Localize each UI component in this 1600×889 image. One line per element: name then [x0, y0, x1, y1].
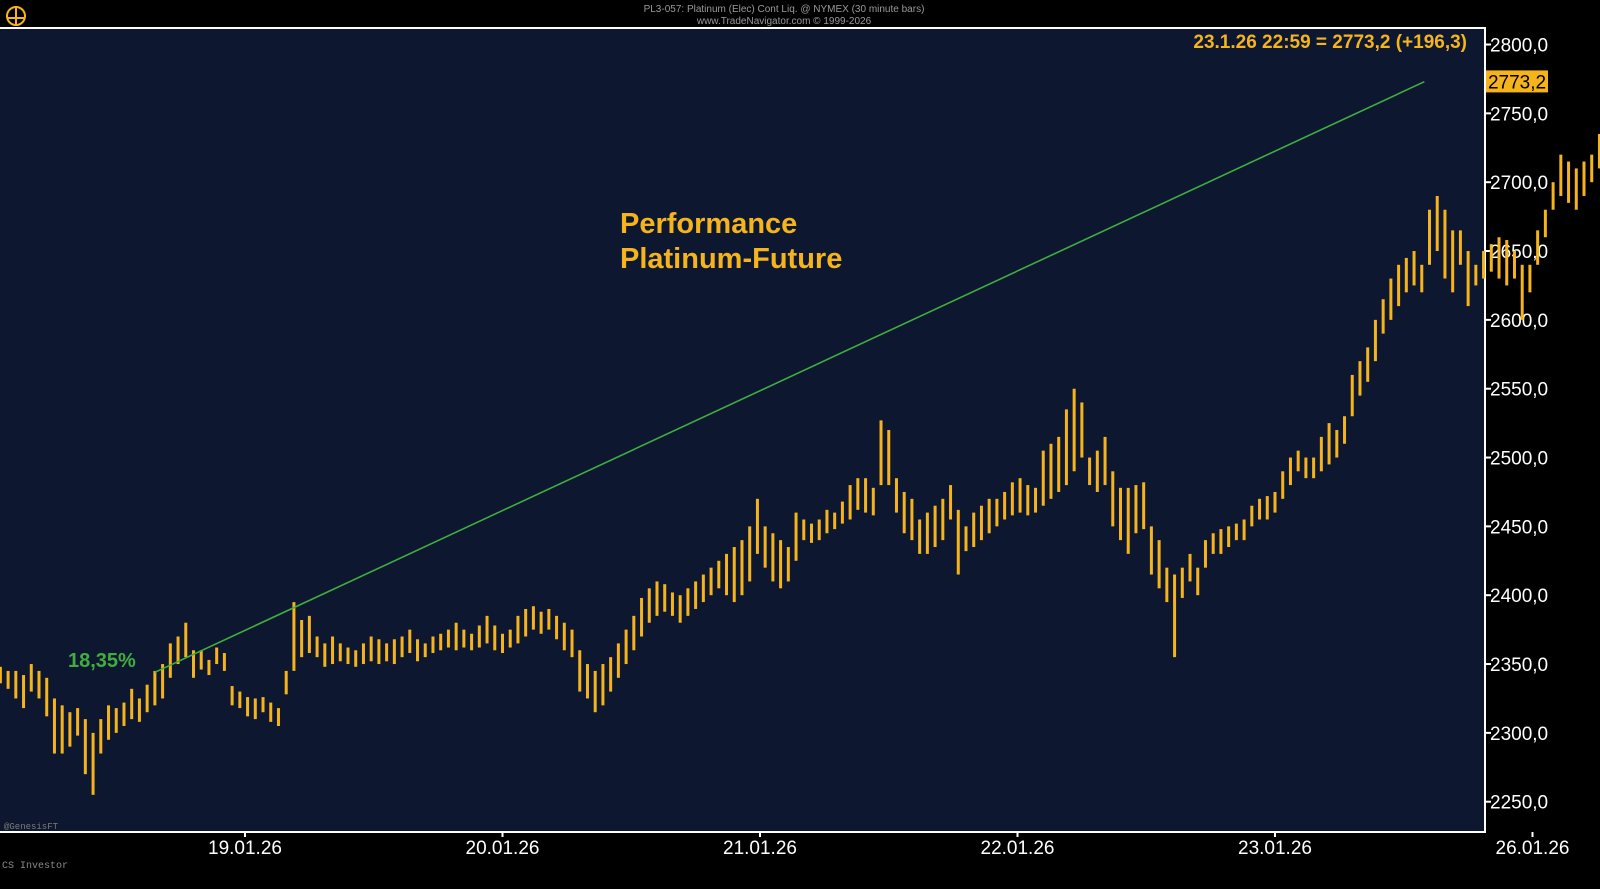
x-tick-label: 19.01.26 [208, 838, 282, 859]
y-tick-label: 2300,0 [1490, 724, 1548, 745]
x-tick-label: 22.01.26 [981, 838, 1055, 859]
x-axis-ticks: 19.01.26 20.01.26 21.01.26 22.01.26 23.01.26… [208, 832, 1569, 859]
y-tick-label: 2350,0 [1490, 655, 1548, 676]
footer-source-bottom: CS Investor [2, 861, 68, 872]
y-tick-label: 2800,0 [1490, 36, 1548, 57]
y-tick-label: 2550,0 [1490, 380, 1548, 401]
y-tick-label: 2450,0 [1490, 517, 1548, 538]
y-tick-label: 2400,0 [1490, 586, 1548, 607]
chart-subtitle: Platinum-Future [620, 243, 842, 275]
last-price-tag: 2773,2 [1486, 70, 1548, 93]
x-tick-label: 21.01.26 [723, 838, 797, 859]
performance-label: 18,35% [68, 650, 136, 672]
y-tick-label: 2250,0 [1490, 793, 1548, 814]
y-tick-label: 2750,0 [1490, 104, 1548, 125]
price-bars [0, 134, 1600, 795]
y-tick-label: 2600,0 [1490, 311, 1548, 332]
last-price-tag-text: 2773,2 [1488, 72, 1546, 93]
y-tick-label: 2650,0 [1490, 242, 1548, 263]
chart-header-line1: PL3-057: Platinum (Elec) Cont Liq. @ NYM… [644, 4, 925, 15]
x-tick-label: 20.01.26 [466, 838, 540, 859]
y-axis-ticks: 2250,0 2300,0 2350,0 2400,0 2450,0 2500,0 2550… [1485, 36, 1548, 814]
footer-source-top: @GenesisFT [4, 822, 59, 832]
chart-header-line2: www.TradeNavigator.com © 1999-2026 [696, 16, 872, 27]
x-tick-label: 23.01.26 [1238, 838, 1312, 859]
plot-background [0, 28, 1484, 832]
last-price-label: 23.1.26 22:59 = 2773,2 (+196,3) [1193, 32, 1467, 53]
y-tick-label: 2700,0 [1490, 173, 1548, 194]
trendline [154, 80, 1425, 674]
logo-icon [6, 6, 26, 26]
chart-title: Performance [620, 208, 797, 240]
x-tick-label: 26.01.26 [1496, 838, 1570, 859]
y-tick-label: 2500,0 [1490, 449, 1548, 470]
